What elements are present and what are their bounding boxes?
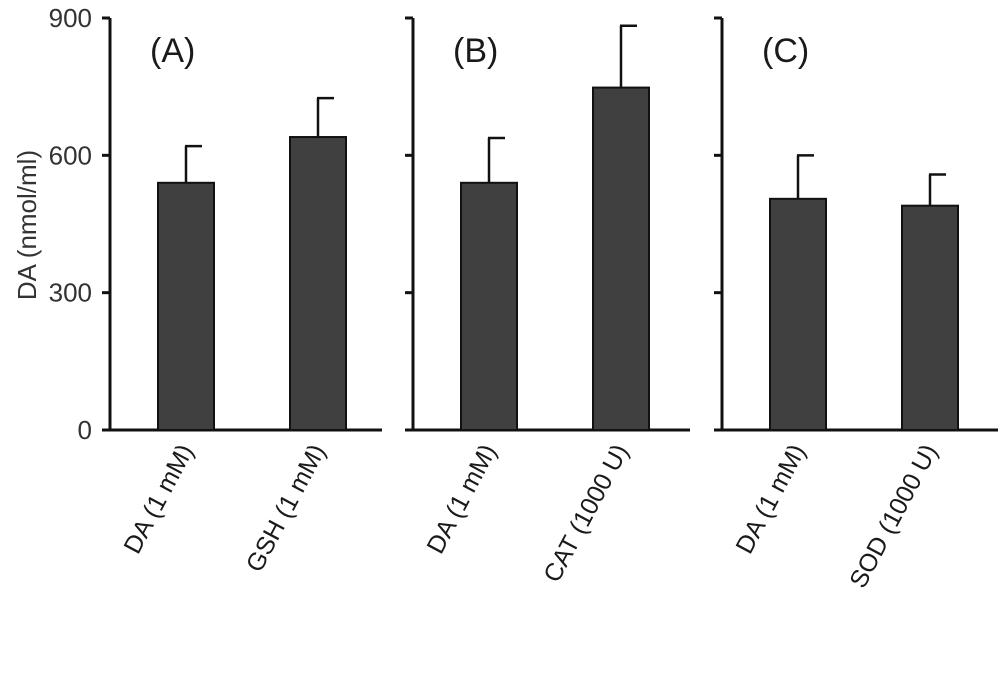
category-label: GSH (1 mM)	[241, 440, 332, 577]
bar	[289, 136, 347, 431]
bar	[592, 86, 650, 432]
y-tick-label: 300	[49, 278, 92, 308]
category-label: CAT (1000 U)	[538, 440, 634, 587]
panel-label: (C)	[762, 32, 809, 70]
bar	[157, 181, 215, 431]
panel-label: (A)	[150, 32, 195, 70]
y-tick-label: 0	[78, 415, 92, 445]
category-label: DA (1 mM)	[118, 440, 199, 559]
panels: (A) DA (1 mM) GSH (1 mM) (B) DA (1 mM) CAT (1…	[102, 16, 998, 593]
y-tick-labels: 0 300 600 900	[49, 3, 92, 445]
category-label: SOD (1000 U)	[844, 440, 943, 593]
bar	[769, 197, 827, 431]
panel-0: (A) DA (1 mM) GSH (1 mM)	[102, 16, 382, 577]
panel-label: (B)	[453, 32, 498, 70]
bar	[460, 181, 518, 431]
bar	[901, 204, 959, 431]
y-tick-label: 900	[49, 3, 92, 33]
panel-2: (C) DA (1 mM) SOD (1000 U)	[714, 16, 998, 593]
category-label: DA (1 mM)	[730, 440, 811, 559]
panel-1: (B) DA (1 mM) CAT (1000 U)	[405, 16, 690, 587]
y-axis-title: DA (nmol/ml)	[12, 150, 42, 300]
y-tick-label: 600	[49, 140, 92, 170]
category-label: DA (1 mM)	[421, 440, 502, 559]
